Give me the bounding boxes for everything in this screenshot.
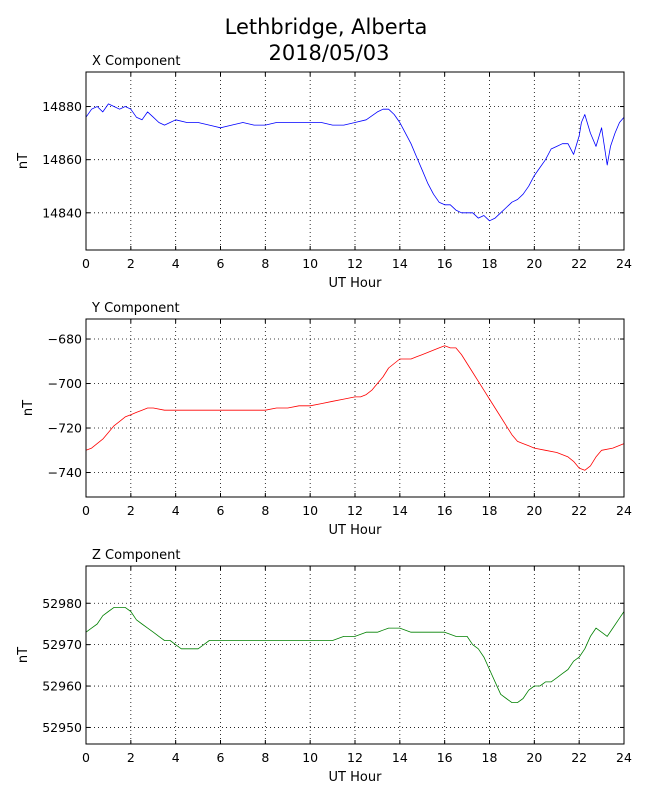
- y-component-xtick-label: 12: [347, 503, 363, 518]
- x-component-series-line: [85, 103, 625, 222]
- x-component-ylabel: nT: [16, 153, 31, 169]
- x-component-ytick-label: 14880: [42, 99, 82, 114]
- x-component-xtick-label: 12: [347, 256, 363, 271]
- x-component-ytick-label: 14860: [42, 152, 82, 167]
- x-component-xtick-label: 22: [571, 256, 587, 271]
- x-component-xtick-label: 2: [127, 256, 135, 271]
- figure-title-line-1: Lethbridge, Alberta: [225, 15, 428, 39]
- z-component-xtick-label: 22: [571, 750, 587, 765]
- z-component-ytick-label: 52960: [42, 679, 82, 694]
- z-component-ytick-label: 52980: [42, 596, 82, 611]
- y-component-xtick-label: 6: [217, 503, 225, 518]
- x-component-ytick-label: 14840: [42, 205, 82, 220]
- x-component-xtick-label: 20: [526, 256, 542, 271]
- x-component-frame: [85, 71, 625, 251]
- z-component-ytick-label: 52950: [42, 720, 82, 735]
- z-component-xlabel: UT Hour: [329, 770, 383, 785]
- y-component-ytick-label: −680: [48, 332, 82, 347]
- x-component-xtick-label: 16: [437, 256, 453, 271]
- y-component-ytick-label: −700: [48, 376, 82, 391]
- z-component-title: Z Component: [92, 548, 181, 563]
- z-component-xtick-label: 20: [526, 750, 542, 765]
- z-component-xtick-label: 2: [127, 750, 135, 765]
- y-component-panel: Y Component 0 2 4 6 8 10 12 14 16 18 20 22 24−740−72…: [21, 301, 632, 538]
- z-component-xtick-label: 18: [482, 750, 498, 765]
- y-component-xtick-label: 16: [437, 503, 453, 518]
- y-component-ytick-label: −720: [48, 421, 82, 436]
- y-component-xtick-label: 22: [571, 503, 587, 518]
- z-component-panel: Z Component 0 2 4 6 8 10 12 14 16 18 20 22 245295052…: [16, 548, 632, 785]
- z-component-ytick-label: 52970: [42, 637, 82, 652]
- z-component-frame: [85, 565, 625, 745]
- z-component-series-line: [85, 607, 625, 703]
- z-component-xtick-label: 4: [172, 750, 180, 765]
- x-component-xtick-label: 14: [392, 256, 408, 271]
- y-component-xtick-label: 10: [302, 503, 318, 518]
- x-component-xlabel: UT Hour: [329, 276, 383, 291]
- x-component-title: X Component: [92, 54, 181, 69]
- y-component-xlabel: UT Hour: [329, 523, 383, 538]
- y-component-title: Y Component: [91, 301, 180, 316]
- y-component-ytick-label: −740: [48, 465, 82, 480]
- y-component-ylabel: nT: [21, 400, 36, 416]
- x-component-xtick-label: 6: [217, 256, 225, 271]
- z-component-ylabel: nT: [16, 647, 31, 663]
- z-component-xtick-label: 6: [217, 750, 225, 765]
- y-component-frame: [85, 318, 625, 498]
- y-component-xtick-label: 2: [127, 503, 135, 518]
- x-component-xtick-label: 18: [482, 256, 498, 271]
- x-component-panel: X Component 0 2 4 6 8 10 12 14 16 18 20 22 241484014…: [16, 54, 632, 291]
- z-component-xtick-label: 16: [437, 750, 453, 765]
- x-component-xtick-label: 24: [616, 256, 632, 271]
- z-component-xtick-label: 0: [82, 750, 90, 765]
- y-component-xtick-label: 0: [82, 503, 90, 518]
- x-component-xtick-label: 4: [172, 256, 180, 271]
- z-component-xtick-label: 12: [347, 750, 363, 765]
- x-component-xtick-label: 10: [302, 256, 318, 271]
- y-component-xtick-label: 14: [392, 503, 408, 518]
- x-component-xtick-label: 0: [82, 256, 90, 271]
- y-component-xtick-label: 18: [482, 503, 498, 518]
- z-component-xtick-label: 24: [616, 750, 632, 765]
- z-component-xtick-label: 8: [261, 750, 269, 765]
- z-component-xtick-label: 10: [302, 750, 318, 765]
- figure-title-line-2: 2018/05/03: [268, 41, 389, 65]
- x-component-xtick-label: 8: [261, 256, 269, 271]
- y-component-xtick-label: 4: [172, 503, 180, 518]
- y-component-xtick-label: 20: [526, 503, 542, 518]
- y-component-series-line: [85, 345, 625, 471]
- y-component-xtick-label: 24: [616, 503, 632, 518]
- y-component-xtick-label: 8: [261, 503, 269, 518]
- z-component-xtick-label: 14: [392, 750, 408, 765]
